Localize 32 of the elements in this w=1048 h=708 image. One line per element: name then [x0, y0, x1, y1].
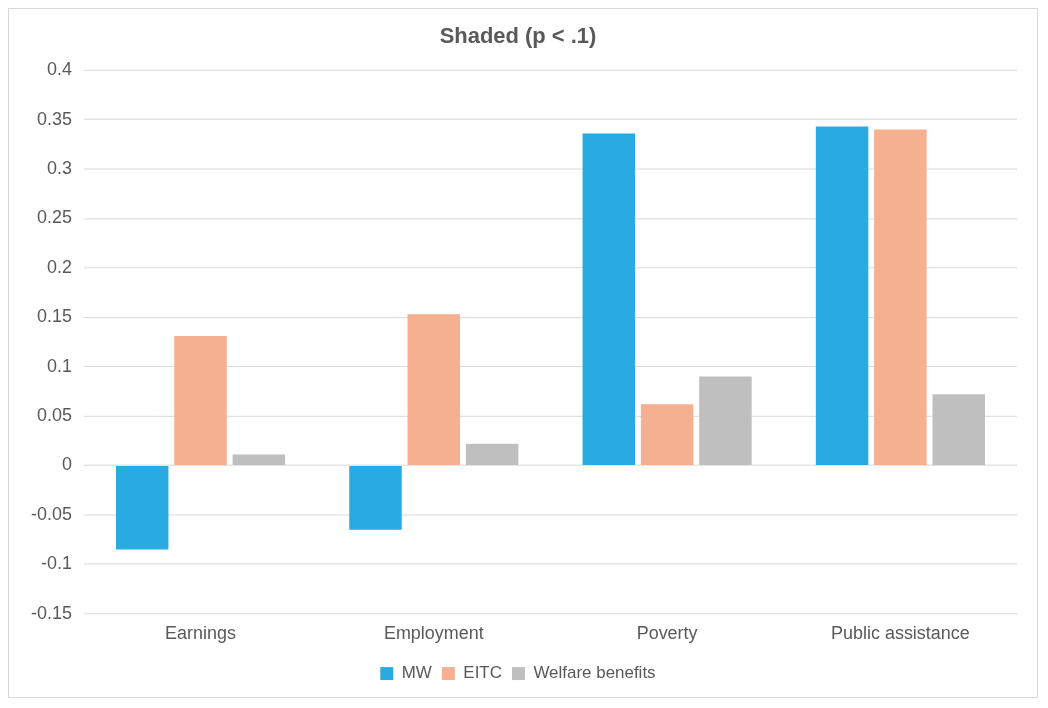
bar [699, 376, 752, 465]
y-tick-label: 0.3 [46, 157, 72, 178]
y-tick-label: 0.4 [46, 59, 72, 80]
y-tick-label: -0.05 [30, 503, 72, 524]
y-tick-label: 0.05 [36, 405, 72, 425]
bar [407, 314, 461, 465]
chart-title: Shaded (p < .1) [439, 23, 597, 49]
bar [174, 336, 227, 465]
bar [349, 465, 402, 530]
y-tick-label: 0.1 [46, 355, 72, 376]
x-tick-label: Earnings [165, 623, 236, 644]
x-tick-label: Poverty [636, 623, 698, 644]
y-tick-label: -0.15 [30, 602, 72, 623]
bar [115, 465, 169, 550]
legend-label: EITC [463, 663, 502, 683]
bar [874, 129, 927, 465]
bar [465, 443, 519, 465]
y-tick-label: -0.1 [40, 553, 72, 574]
x-tick-label: Employment [383, 623, 484, 644]
y-tick-label: 0.15 [36, 306, 72, 327]
legend-label: MW [401, 663, 432, 683]
bar [232, 454, 286, 465]
y-tick-label: 0.25 [36, 207, 72, 228]
x-tick-label: Public assistance [831, 623, 970, 644]
bar [815, 126, 869, 465]
legend-label: Welfare benefits [533, 663, 656, 683]
bar [582, 133, 636, 465]
bar [640, 404, 694, 465]
y-tick-label: 0.35 [36, 108, 72, 129]
bar [932, 394, 985, 465]
y-tick-label: 0.2 [46, 256, 72, 277]
y-tick-label: 0 [61, 454, 72, 475]
